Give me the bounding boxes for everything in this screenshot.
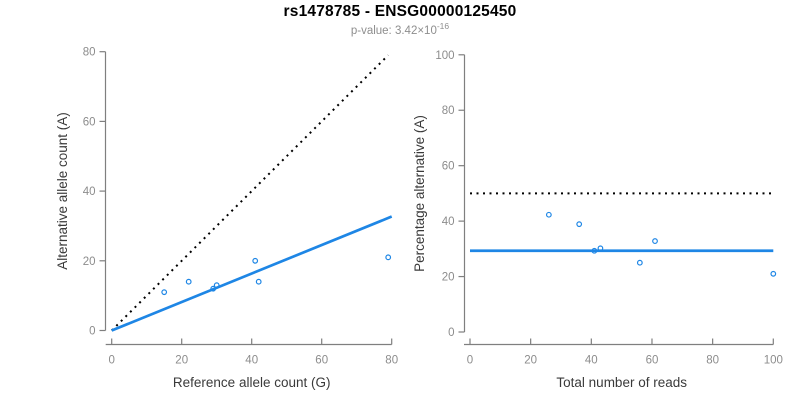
data-point <box>185 278 192 285</box>
y-tick-label: 0 <box>448 327 454 339</box>
pvalue-text: p-value: 3.42×10 <box>350 24 437 37</box>
y-tick-label: 40 <box>83 186 96 198</box>
left-x-axis-title: Reference allele count (G) <box>173 375 331 390</box>
right-y-axis-title: Percentage alternative (A) <box>412 115 427 272</box>
x-tick-label: 20 <box>175 355 188 367</box>
right-plot: 0 20 40 60 80 100 0 20 40 60 80 100 <box>435 50 783 367</box>
y-tick-label: 20 <box>442 272 455 284</box>
x-tick-label: 60 <box>315 355 328 367</box>
x-tick-label: 40 <box>245 355 258 367</box>
left-y-axis-title: Alternative allele count (A) <box>55 112 70 270</box>
x-tick-label: 20 <box>524 355 537 367</box>
y-tick-label: 40 <box>442 216 455 228</box>
data-point <box>385 254 392 261</box>
identity-line <box>110 54 389 332</box>
data-point <box>545 211 552 218</box>
data-point <box>576 221 583 228</box>
data-point <box>591 247 598 254</box>
x-tick-label: 40 <box>585 355 598 367</box>
y-tick-label: 80 <box>83 47 96 59</box>
x-tick-label: 0 <box>108 355 114 367</box>
x-tick-label: 60 <box>646 355 659 367</box>
figure-title: rs1478785 - ENSG00000125450 <box>283 3 517 20</box>
figure-subtitle: p-value: 3.42×10-16 <box>0 21 800 37</box>
pvalue-exponent: -16 <box>436 21 450 31</box>
data-point <box>161 289 168 296</box>
data-point <box>213 282 220 289</box>
data-point <box>636 259 643 266</box>
y-tick-label: 60 <box>83 116 96 128</box>
x-tick-label: 0 <box>467 355 473 367</box>
data-point <box>210 285 217 292</box>
x-tick-label: 80 <box>706 355 719 367</box>
y-tick-label: 100 <box>435 50 454 62</box>
data-point <box>597 245 604 252</box>
y-tick-label: 0 <box>89 326 95 338</box>
y-tick-label: 60 <box>442 161 455 173</box>
data-point <box>252 257 259 264</box>
y-tick-label: 80 <box>442 105 455 117</box>
x-tick-label: 100 <box>764 355 783 367</box>
data-point <box>255 278 262 285</box>
regression-line <box>111 215 393 332</box>
x-tick-label: 80 <box>385 355 398 367</box>
data-point <box>652 238 658 244</box>
y-tick-label: 20 <box>83 256 96 268</box>
data-point <box>770 270 777 277</box>
right-x-axis-title: Total number of reads <box>556 375 687 390</box>
left-plot: 0 20 40 60 80 0 20 40 60 80 <box>83 47 398 367</box>
